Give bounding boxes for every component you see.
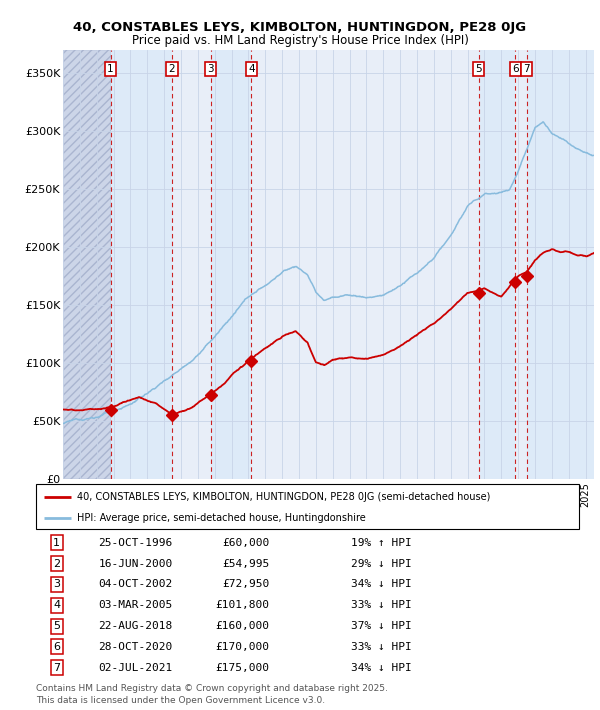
Text: 6: 6: [53, 642, 60, 652]
Text: 3: 3: [53, 579, 60, 589]
Bar: [479, 50, 515, 479]
Text: £175,000: £175,000: [215, 662, 269, 672]
Text: 22-AUG-2018: 22-AUG-2018: [98, 621, 173, 631]
Text: Contains HM Land Registry data © Crown copyright and database right 2025.: Contains HM Land Registry data © Crown c…: [36, 684, 388, 694]
Text: This data is licensed under the Open Government Licence v3.0.: This data is licensed under the Open Gov…: [36, 696, 325, 705]
Bar: [110, 50, 172, 479]
Bar: [515, 50, 527, 479]
Text: 29% ↓ HPI: 29% ↓ HPI: [351, 559, 412, 569]
Bar: [251, 50, 479, 479]
Text: 2: 2: [169, 64, 175, 74]
Text: 4: 4: [248, 64, 254, 74]
Text: 6: 6: [512, 64, 518, 74]
Text: £72,950: £72,950: [222, 579, 269, 589]
Text: 37% ↓ HPI: 37% ↓ HPI: [351, 621, 412, 631]
Text: 33% ↓ HPI: 33% ↓ HPI: [351, 600, 412, 611]
Text: 7: 7: [53, 662, 60, 672]
Text: Price paid vs. HM Land Registry's House Price Index (HPI): Price paid vs. HM Land Registry's House …: [131, 34, 469, 47]
Text: 5: 5: [53, 621, 60, 631]
Text: 40, CONSTABLES LEYS, KIMBOLTON, HUNTINGDON, PE28 0JG (semi-detached house): 40, CONSTABLES LEYS, KIMBOLTON, HUNTINGD…: [77, 492, 490, 502]
Bar: [172, 50, 211, 479]
Bar: [527, 50, 594, 479]
Text: HPI: Average price, semi-detached house, Huntingdonshire: HPI: Average price, semi-detached house,…: [77, 513, 365, 523]
Text: 5: 5: [475, 64, 482, 74]
Text: 02-JUL-2021: 02-JUL-2021: [98, 662, 173, 672]
Text: 1: 1: [53, 538, 60, 548]
Text: £60,000: £60,000: [222, 538, 269, 548]
Text: £54,995: £54,995: [222, 559, 269, 569]
Text: £160,000: £160,000: [215, 621, 269, 631]
Text: 3: 3: [208, 64, 214, 74]
Text: 28-OCT-2020: 28-OCT-2020: [98, 642, 173, 652]
Text: 04-OCT-2002: 04-OCT-2002: [98, 579, 173, 589]
Text: £170,000: £170,000: [215, 642, 269, 652]
Text: 7: 7: [523, 64, 530, 74]
Bar: [63, 50, 110, 479]
Text: 03-MAR-2005: 03-MAR-2005: [98, 600, 173, 611]
Text: 16-JUN-2000: 16-JUN-2000: [98, 559, 173, 569]
FancyBboxPatch shape: [36, 484, 579, 529]
Text: £101,800: £101,800: [215, 600, 269, 611]
Bar: [63, 50, 110, 479]
Text: 33% ↓ HPI: 33% ↓ HPI: [351, 642, 412, 652]
Text: 25-OCT-1996: 25-OCT-1996: [98, 538, 173, 548]
Text: 4: 4: [53, 600, 60, 611]
Text: 19% ↑ HPI: 19% ↑ HPI: [351, 538, 412, 548]
Text: 34% ↓ HPI: 34% ↓ HPI: [351, 662, 412, 672]
Text: 40, CONSTABLES LEYS, KIMBOLTON, HUNTINGDON, PE28 0JG: 40, CONSTABLES LEYS, KIMBOLTON, HUNTINGD…: [73, 21, 527, 34]
Text: 34% ↓ HPI: 34% ↓ HPI: [351, 579, 412, 589]
Bar: [211, 50, 251, 479]
Text: 2: 2: [53, 559, 60, 569]
Text: 1: 1: [107, 64, 114, 74]
